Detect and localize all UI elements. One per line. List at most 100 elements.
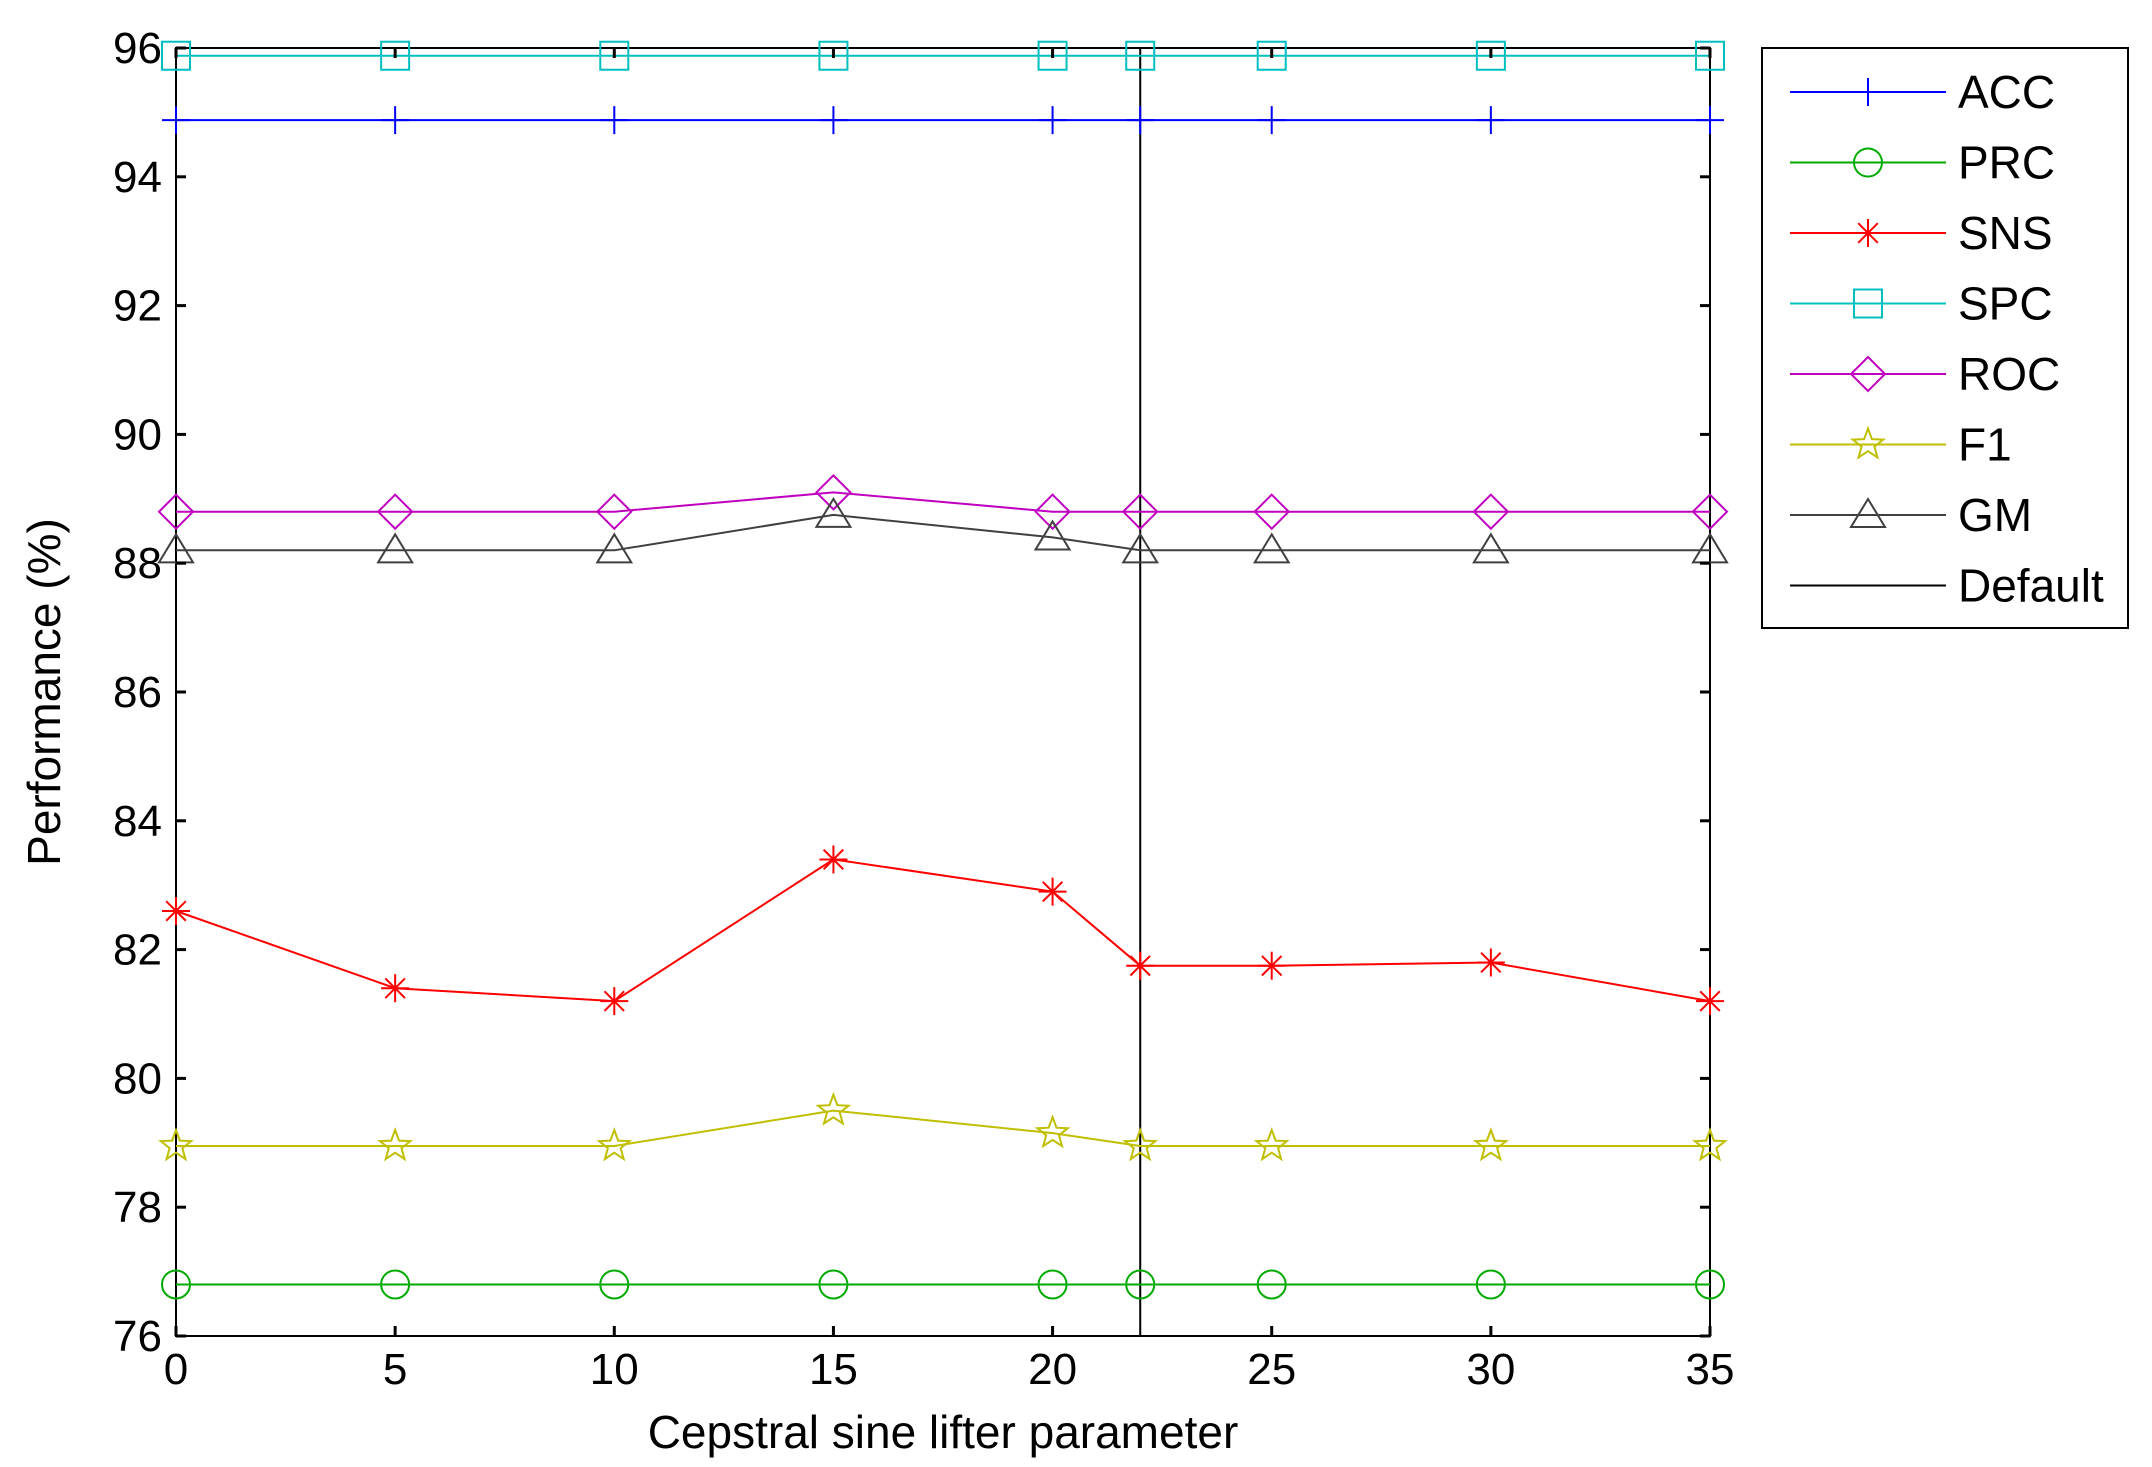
gm-point <box>1033 519 1072 551</box>
roc-point <box>157 493 195 531</box>
sns-point <box>1476 948 1505 977</box>
x-tick-label: 15 <box>809 1345 858 1394</box>
sns-point <box>1696 987 1724 1016</box>
roc-point <box>1472 493 1510 531</box>
prc-point <box>1037 1269 1068 1300</box>
legend-entry-acc: ACC <box>1790 66 2055 118</box>
acc-point <box>1038 106 1067 135</box>
f1-line <box>176 1109 1710 1147</box>
f1-point <box>377 1127 414 1162</box>
x-tick-label: 20 <box>1028 1345 1077 1394</box>
acc-point <box>819 106 848 135</box>
legend-entry-sns: SNS <box>1790 207 2053 259</box>
spc-point <box>1256 40 1287 71</box>
legend-label: Default <box>1958 560 2104 612</box>
spc-point <box>599 40 630 71</box>
legend-label: PRC <box>1958 137 2055 189</box>
f1-point <box>1253 1127 1290 1162</box>
sns-point <box>162 896 190 925</box>
acc-point <box>381 106 410 135</box>
y-tick-label: 78 <box>113 1183 162 1232</box>
series-sns <box>162 845 1724 1016</box>
sns-point <box>1257 951 1286 980</box>
sns-point <box>1126 951 1155 980</box>
marker-stroke <box>1699 990 1721 1012</box>
legend-label: GM <box>1958 489 2032 541</box>
y-tick-label: 80 <box>113 1054 162 1103</box>
legend-entry-default: Default <box>1790 560 2104 612</box>
f1-point <box>596 1127 633 1162</box>
x-tick-label: 35 <box>1686 1345 1735 1394</box>
acc-point <box>1476 106 1505 135</box>
spc-point <box>1037 40 1068 71</box>
series-f1 <box>158 1091 1728 1162</box>
spc-point <box>1125 40 1156 71</box>
roc-line <box>176 491 1710 513</box>
legend-swatch-marker <box>1853 147 1883 178</box>
gm-point <box>814 496 853 528</box>
marker-stroke <box>1129 955 1151 977</box>
marker-stroke <box>1042 881 1064 903</box>
spc-point <box>818 40 849 71</box>
f1-point <box>815 1091 852 1126</box>
gm-point <box>595 532 634 564</box>
acc-point <box>1126 106 1155 135</box>
x-tick-label: 10 <box>590 1345 639 1394</box>
prc-point <box>818 1269 849 1300</box>
legend-box <box>1761 47 2129 629</box>
y-tick-label: 94 <box>113 153 162 202</box>
legend-entry-spc: SPC <box>1790 278 2053 330</box>
legend-swatch-marker <box>1849 355 1887 393</box>
sns-point <box>1038 877 1067 906</box>
legend: ACC PRC SNS SPC ROC F1 GM Default <box>1761 47 2129 629</box>
marker-stroke <box>384 977 406 999</box>
marker-stroke <box>1480 951 1502 973</box>
y-tick-label: 88 <box>113 539 162 588</box>
gm-point <box>1121 532 1160 564</box>
legend-entry-prc: PRC <box>1790 137 2055 189</box>
legend-swatch-marker <box>1853 288 1883 319</box>
y-tick-label: 92 <box>113 282 162 331</box>
gm-point <box>1252 532 1291 564</box>
legend-label: ACC <box>1958 66 2055 118</box>
legend-entry-gm: GM <box>1790 489 2032 541</box>
series-roc <box>157 473 1729 531</box>
y-tick-label: 96 <box>113 24 162 73</box>
spc-point <box>161 40 191 71</box>
f1-point <box>1472 1127 1509 1162</box>
sns-point <box>600 987 629 1016</box>
f1-point <box>1122 1127 1159 1162</box>
gm-line <box>176 513 1710 552</box>
legend-label: F1 <box>1958 419 2012 471</box>
x-tick-label: 25 <box>1247 1345 1296 1394</box>
legend-label: SNS <box>1958 207 2053 259</box>
roc-point <box>1691 493 1729 531</box>
legend-label: ROC <box>1958 348 2060 400</box>
legend-swatch-marker <box>1850 425 1886 460</box>
y-axis-label: Performance (%) <box>18 518 70 866</box>
series-prc <box>161 1269 1725 1300</box>
prc-point <box>380 1269 411 1300</box>
marker-stroke <box>1261 955 1283 977</box>
x-axis-label: Cepstral sine lifter parameter <box>648 1406 1239 1458</box>
gm-point <box>376 532 414 564</box>
marker-stroke <box>1857 222 1879 244</box>
marker-stroke <box>603 990 625 1012</box>
axis-layer: 76 78 80 82 84 86 88 90 92 94 96 0 5 10 15 20 25 30 35 <box>113 24 1734 1394</box>
legend-label: SPC <box>1958 278 2053 330</box>
f1-point <box>1692 1127 1728 1162</box>
acc-point <box>1696 106 1724 135</box>
spc-point <box>1475 40 1506 71</box>
acc-point <box>600 106 629 135</box>
sns-point <box>381 974 410 1003</box>
x-tick-label: 0 <box>164 1345 188 1394</box>
x-tick-label: 5 <box>383 1345 407 1394</box>
y-tick-label: 86 <box>113 668 162 717</box>
f1-point <box>1034 1114 1071 1149</box>
roc-point <box>1034 493 1071 531</box>
marker-stroke <box>165 900 187 922</box>
roc-point <box>1253 493 1291 531</box>
marker-stroke <box>822 848 844 870</box>
plot-area <box>175 47 1711 1337</box>
